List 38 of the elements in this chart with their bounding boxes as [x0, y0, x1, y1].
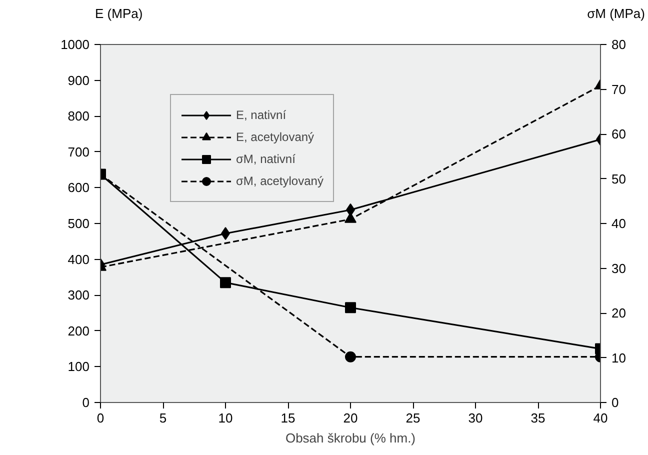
x-tick-label: 10 — [218, 410, 233, 426]
x-tick-label: 15 — [280, 410, 296, 426]
point — [220, 277, 231, 288]
y-tick-label: 800 — [68, 108, 90, 124]
y2-tick-label: 30 — [612, 260, 626, 276]
legend-label: E, acetylovaný — [236, 130, 314, 144]
y2-tick-label: 0 — [612, 395, 619, 410]
point — [345, 302, 356, 314]
y-tick-label: 500 — [68, 216, 90, 231]
x-tick-label: 25 — [406, 410, 420, 426]
y-tick-label: 900 — [68, 72, 90, 88]
x-tick-label: 30 — [468, 410, 483, 426]
legend-label: σM, nativní — [236, 152, 296, 166]
y-tick-label: 400 — [68, 252, 90, 267]
y-tick-label: 200 — [68, 323, 90, 338]
y-tick-label: 700 — [68, 144, 90, 160]
legend-label: E, nativní — [236, 108, 286, 122]
x-axis-title: Obsah škrobu (% hm.) — [285, 430, 416, 446]
y-tick-label: 1000 — [60, 37, 90, 52]
y2-axis-title: σM (MPa) — [587, 5, 645, 23]
y2-tick-label: 40 — [612, 216, 626, 231]
legend-label: σM, acetylovaný — [236, 174, 324, 188]
y-tick-label: 100 — [68, 359, 90, 374]
x-tick-label: 5 — [159, 410, 167, 426]
x-tick-label: 35 — [530, 410, 546, 426]
y2-tick-label: 80 — [612, 37, 626, 52]
y2-tick-label: 10 — [612, 350, 626, 366]
y-tick-label: 600 — [68, 180, 90, 196]
y-tick-label: 0 — [82, 395, 90, 410]
x-tick-label: 40 — [593, 410, 608, 426]
y-axis-title: E (MPa) — [95, 5, 143, 23]
x-tick-label: 0 — [96, 410, 104, 426]
y2-tick-label: 60 — [612, 126, 626, 142]
y2-tick-label: 20 — [612, 306, 626, 320]
y2-tick-label: 50 — [612, 171, 626, 186]
x-tick-label: 20 — [343, 410, 358, 426]
y2-tick-label: 70 — [612, 82, 626, 97]
y-tick-label: 300 — [68, 288, 90, 303]
